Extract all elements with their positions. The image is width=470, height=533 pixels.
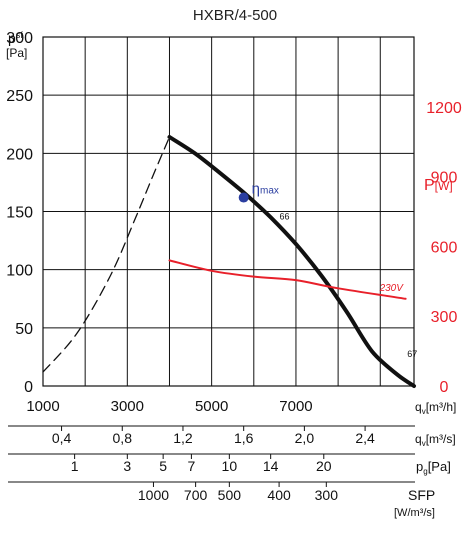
m3s-tick-label: 1,2 <box>173 430 193 446</box>
x-axis-unit: qv[m³/h] <box>415 400 456 416</box>
y2-tick-label: 1200 <box>426 100 462 117</box>
pg-tick-label: 7 <box>188 458 196 474</box>
pg-tick-label: 3 <box>123 458 131 474</box>
y2-tick-label: 600 <box>431 239 458 256</box>
sfp-tick-label: 700 <box>184 487 208 503</box>
sfp-tick-label: 500 <box>218 487 242 503</box>
sfp-axis-unit: [W/m³/s] <box>394 507 435 519</box>
sfp-tick-label: 1000 <box>138 487 169 503</box>
m3s-tick-label: 0,4 <box>52 430 72 446</box>
eta-max-marker <box>238 192 249 203</box>
y-tick-label: 200 <box>6 146 33 163</box>
pg-tick-label: 20 <box>316 458 332 474</box>
pressure-curve <box>167 135 416 388</box>
sfp-tick-label: 300 <box>315 487 339 503</box>
sfp-tick-label: 400 <box>267 487 291 503</box>
efficiency-label: 67 <box>407 349 417 359</box>
x-tick-label: 7000 <box>279 398 312 415</box>
m3s-tick-label: 2,4 <box>355 430 375 446</box>
pg-axis-label: pg[Pa] <box>416 459 451 476</box>
x-tick-label: 5000 <box>195 398 228 415</box>
m3s-tick-label: 1,6 <box>234 430 254 446</box>
y2-axis-label: P[W] <box>424 177 453 194</box>
y-tick-label: 250 <box>6 88 33 105</box>
pg-tick-label: 5 <box>159 458 167 474</box>
eta-max-label: ηmax <box>252 181 279 198</box>
pg-tick-label: 14 <box>263 458 279 474</box>
y2-tick-label: 300 <box>431 309 458 326</box>
y-tick-label: 150 <box>6 205 33 222</box>
x-tick-label: 3000 <box>111 398 144 415</box>
y-tick-label: 0 <box>24 379 33 396</box>
pg-tick-label: 1 <box>71 458 79 474</box>
pg-tick-label: 10 <box>222 458 238 474</box>
y-tick-label: 300 <box>6 30 33 47</box>
sfp-axis-label: SFP <box>408 487 435 503</box>
chart-title: HXBR/4-500 <box>193 7 277 24</box>
y2-tick-label: 0 <box>440 379 449 396</box>
x-tick-label: 1000 <box>26 398 59 415</box>
efficiency-label: 66 <box>280 212 290 222</box>
y-tick-label: 50 <box>15 321 33 338</box>
m3s-tick-label: 0,8 <box>113 430 133 446</box>
power-curve <box>168 259 407 300</box>
y2-tick-label: 900 <box>431 170 458 187</box>
y-axis-unit: [Pa] <box>6 46 27 60</box>
pressure-curve-unstable <box>42 136 171 373</box>
y-axis-label: psf <box>8 30 23 46</box>
y-tick-label: 100 <box>6 263 33 280</box>
m3s-axis-label: qv[m³/s] <box>415 432 456 448</box>
m3s-tick-label: 2,0 <box>295 430 315 446</box>
power-series-label: 230V <box>379 283 405 294</box>
